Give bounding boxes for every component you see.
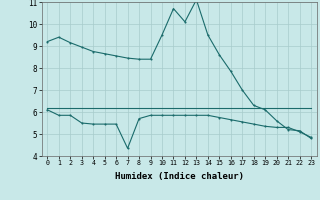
X-axis label: Humidex (Indice chaleur): Humidex (Indice chaleur) xyxy=(115,172,244,181)
